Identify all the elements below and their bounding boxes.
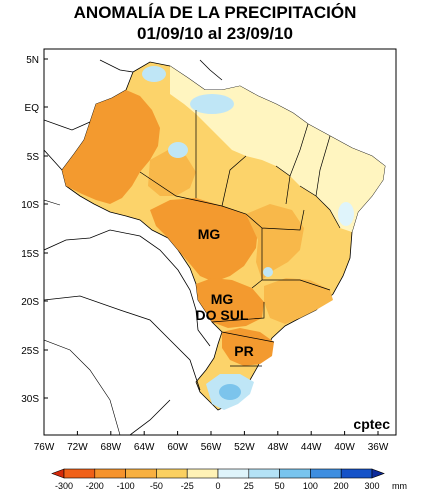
dry-anomaly-central-west xyxy=(150,198,258,282)
legend-tick-label: -100 xyxy=(117,481,135,491)
map-title: ANOMALÍA DE LA PRECIPITACIÓN xyxy=(73,3,357,22)
lat-label: EQ xyxy=(25,103,40,114)
lat-label: 30S xyxy=(21,394,39,405)
legend-swatch xyxy=(248,468,280,479)
dry-anomaly-mgdosul xyxy=(196,278,264,328)
lat-label: 5N xyxy=(26,55,39,66)
lon-label: 68W xyxy=(101,442,122,453)
color-legend: -300 -200 -100 -50 -25 0 25 50 100 200 300 mm xyxy=(0,466,430,497)
legend-unit: mm xyxy=(392,481,407,491)
legend-tick-label: -25 xyxy=(181,481,194,491)
wet-anomaly-bahia-coast xyxy=(338,202,354,226)
lon-label: 64W xyxy=(134,442,155,453)
lon-label: 36W xyxy=(368,442,389,453)
lon-label: 48W xyxy=(268,442,289,453)
legend-tick-label: 25 xyxy=(244,481,254,491)
lon-label: 52W xyxy=(234,442,255,453)
legend-tick-label: 50 xyxy=(275,481,285,491)
lat-label: 20S xyxy=(21,297,39,308)
legend-swatch xyxy=(340,468,373,479)
cptec-credit: cptec xyxy=(353,416,390,432)
dry-anomaly-central-north xyxy=(148,150,196,196)
wet-anomaly-spot xyxy=(263,267,273,277)
lon-label: 44W xyxy=(301,442,322,453)
lat-label: 5S xyxy=(27,152,40,163)
lon-label: 76W xyxy=(34,442,55,453)
legend-tick-label: 300 xyxy=(364,481,379,491)
wet-anomaly-amapa xyxy=(190,94,234,114)
legend-swatch xyxy=(125,468,157,479)
legend-tick-label: -50 xyxy=(150,481,163,491)
legend-swatch xyxy=(279,468,311,479)
legend-swatch xyxy=(63,468,96,479)
map-date-range: 01/09/10 al 23/09/10 xyxy=(137,24,293,43)
legend-swatch xyxy=(94,468,126,479)
axis-layer: 5N EQ 5S 10S 15S 20S 25S 30S 76W 72W 68W 64W 60W 56W 5… xyxy=(21,55,389,453)
legend-arrow-right xyxy=(371,468,385,479)
dry-anomaly-northwest xyxy=(62,90,160,204)
lat-label: 10S xyxy=(21,200,39,211)
label-mg-do-sul-line2: DO SUL xyxy=(196,307,249,323)
legend-swatch xyxy=(186,468,219,479)
legend-tick-label: 0 xyxy=(215,481,220,491)
legend-tick-label: 200 xyxy=(334,481,349,491)
anomaly-fields xyxy=(44,59,386,435)
legend-arrow-left xyxy=(51,468,65,479)
wet-anomaly-south-core xyxy=(219,384,241,400)
legend-swatch xyxy=(310,468,342,479)
legend-tick-label: -300 xyxy=(55,481,73,491)
lat-label: 15S xyxy=(21,249,39,260)
legend-swatch xyxy=(217,468,250,479)
legend-tick-label: 100 xyxy=(303,481,318,491)
dry-anomaly-parana xyxy=(222,328,274,366)
lon-label: 56W xyxy=(201,442,222,453)
lon-label: 72W xyxy=(67,442,88,453)
lon-label: 40W xyxy=(334,442,355,453)
label-mg-do-sul-line1: MG xyxy=(211,291,234,307)
wet-anomaly-para xyxy=(168,142,188,158)
lon-label: 60W xyxy=(167,442,188,453)
dry-anomaly-southeast xyxy=(264,278,333,324)
dry-anomaly-goias xyxy=(246,204,304,280)
label-pr: PR xyxy=(234,343,253,359)
label-mg: MG xyxy=(198,226,221,242)
legend-bar: -300 -200 -100 -50 -25 0 25 50 100 200 300 mm xyxy=(51,468,407,491)
legend-tick-label: -200 xyxy=(86,481,104,491)
lat-label: 25S xyxy=(21,346,39,357)
legend-swatch xyxy=(156,468,188,479)
wet-anomaly-roraima xyxy=(142,66,166,82)
